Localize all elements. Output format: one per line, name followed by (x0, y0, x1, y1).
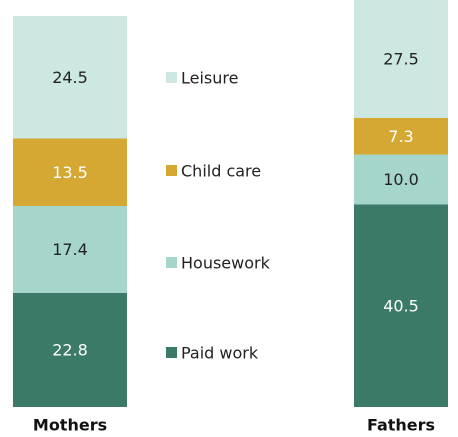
bar-segment (354, 154, 448, 205)
value-label: 27.5 (383, 50, 419, 69)
legend-label: Leisure (181, 69, 238, 88)
bar-segment (13, 293, 127, 407)
value-label: 22.8 (52, 341, 88, 360)
value-label: 10.0 (383, 170, 419, 189)
legend-label: Child care (181, 162, 261, 181)
legend-swatch (166, 347, 177, 358)
legend-swatch (166, 72, 177, 83)
legend-label: Paid work (181, 344, 259, 363)
value-label: 24.5 (52, 68, 88, 87)
legend-swatch (166, 257, 177, 268)
value-label: 7.3 (388, 127, 413, 146)
legend-label: Housework (181, 254, 271, 273)
bar-segment (13, 16, 127, 139)
value-label: 17.4 (52, 240, 88, 259)
bar-segment (354, 118, 448, 155)
value-label: 13.5 (52, 163, 88, 182)
bar-segment (13, 206, 127, 293)
bar-segment (354, 0, 448, 118)
legend-swatch (166, 165, 177, 176)
value-label: 40.5 (383, 296, 419, 315)
bar-segment (354, 204, 448, 407)
category-label: Fathers (367, 416, 435, 435)
category-label: Mothers (33, 416, 107, 435)
bar-segment (13, 138, 127, 206)
